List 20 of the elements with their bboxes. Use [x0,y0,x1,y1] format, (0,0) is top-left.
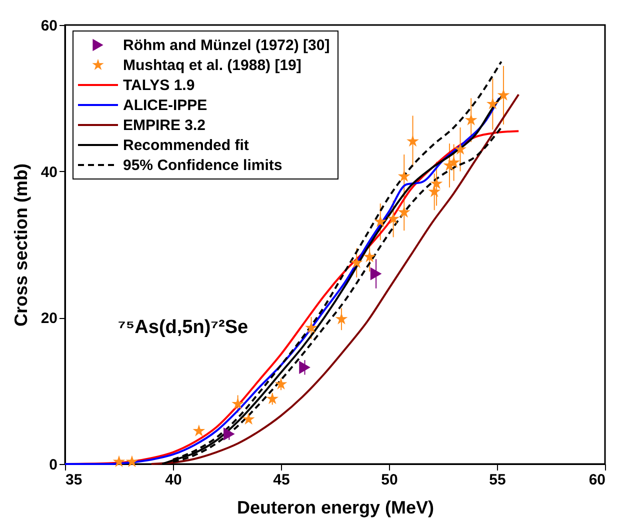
legend-label: EMPIRE 3.2 [123,117,206,134]
legend-label: Mushtaq et al. (1988) [19] [123,57,302,74]
x-tick-label: 40 [165,472,182,488]
x-tick-label: 55 [489,472,506,488]
y-tick-label: 0 [49,456,58,474]
y-axis-title: Cross section (mb) [10,163,31,327]
x-tick-label: 45 [273,472,290,488]
x-tick-label: 50 [381,472,398,488]
legend-label: TALYS 1.9 [123,77,195,94]
annotation: ⁷⁵As(d,5n)⁷²Se [118,317,248,338]
y-tick-label: 20 [40,310,58,328]
y-tick-label: 60 [40,18,58,34]
x-axis-title: Deuteron energy (MeV) [236,498,434,518]
legend-label: Recommended fit [123,137,249,154]
x-tick-label: 35 [66,472,82,488]
legend-label: 95% Confidence limits [123,157,282,174]
x-tick-label: 60 [588,472,606,488]
legend-label: Röhm and Münzel (1972) [30] [123,37,330,54]
legend-label: ALICE-IPPE [123,97,208,114]
y-tick-label: 40 [40,164,58,181]
